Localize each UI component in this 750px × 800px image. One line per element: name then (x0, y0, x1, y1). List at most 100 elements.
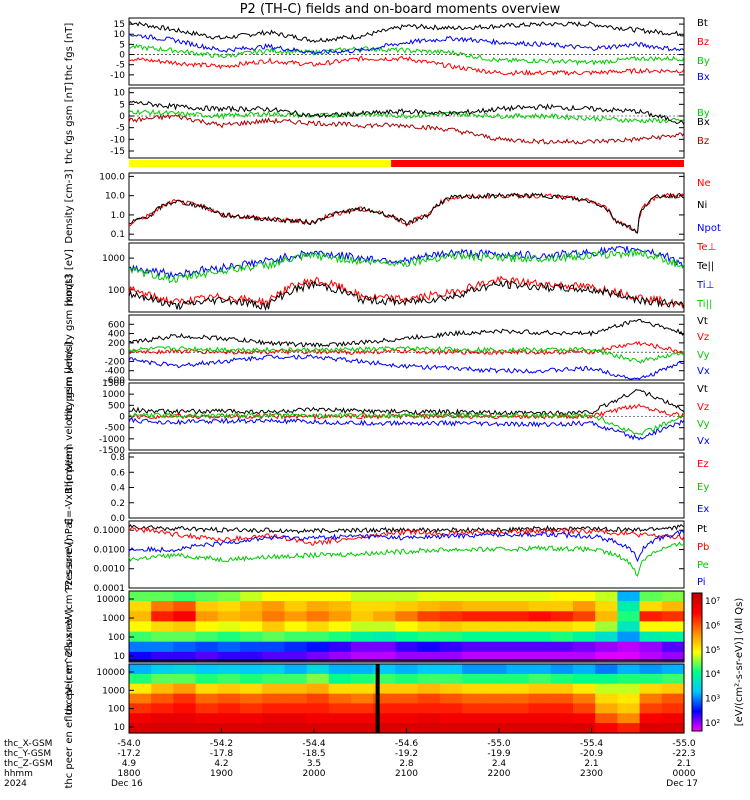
heatmap-cell (506, 683, 530, 695)
heatmap-cell (217, 621, 241, 633)
heatmap-cell (395, 703, 419, 714)
heatmap-cell (506, 673, 530, 685)
heatmap-cell (173, 591, 197, 602)
heatmap-cell (328, 611, 352, 622)
heatmap-cell (306, 683, 330, 695)
heatmap-cell (240, 601, 263, 612)
heatmap-cell (617, 631, 641, 643)
series-Bx-line (128, 33, 685, 55)
colorbar: 10⁷ 10⁶ 10⁵ 10⁴ 10³ 10² [eV/(cm²-s-sr-eV)] (Al… (691, 592, 745, 732)
heatmap-cell (439, 651, 463, 663)
heatmap-cell (262, 601, 285, 612)
heatmap-cell (240, 693, 263, 705)
heatmap-cell (661, 611, 685, 622)
heatmap-cell (373, 611, 396, 622)
heatmap-cell (528, 703, 552, 714)
heatmap-cell (661, 673, 685, 685)
heatmap-cell (595, 723, 618, 734)
axis-row-value: 3.5 (307, 759, 321, 769)
heatmap-cell (328, 641, 352, 653)
panel-2-ylabel: thc fgs gsm [nT] (64, 82, 75, 164)
heatmap-cell (284, 591, 308, 602)
heatmap-cell (417, 651, 441, 663)
series-Bz-line (128, 113, 685, 145)
ytick-label: 1000 (102, 686, 125, 696)
heatmap-cell (217, 591, 241, 602)
axis-row-label: hhmm (4, 769, 33, 779)
heatmap-cell (439, 621, 463, 633)
heatmap-cell (395, 683, 419, 695)
ytick-label: 0.0001 (94, 584, 126, 594)
heatmap-cell (373, 621, 396, 633)
heatmap-cell (417, 621, 441, 633)
heatmap-cell (661, 641, 685, 653)
heatmap-cell (328, 621, 352, 633)
heatmap-cell (173, 693, 197, 705)
heatmap-cell (617, 713, 641, 724)
axis-row-value: Dec 16 (111, 779, 143, 789)
legend-Pb: Pb (697, 542, 709, 553)
heatmap-cell (262, 673, 285, 685)
heatmap-cell (528, 673, 552, 685)
heatmap-cell (573, 621, 596, 633)
heatmap-cell (639, 673, 663, 685)
heatmap-cell (328, 723, 352, 734)
heatmap-cell (550, 591, 574, 602)
heatmap-cell (595, 693, 618, 705)
ytick-label: 0.8 (111, 453, 126, 463)
heatmap-cell (506, 713, 530, 724)
heatmap-cell (484, 683, 507, 695)
heatmap-cell (328, 651, 352, 663)
ytick-label: 10 (114, 652, 126, 662)
legend-By: By (697, 56, 710, 67)
heatmap-cell (240, 723, 263, 734)
heatmap-cell (195, 621, 219, 633)
ytick-label: -1000 (99, 435, 125, 445)
axis-row-value: 2.8 (399, 759, 414, 769)
heatmap-cell (129, 693, 152, 705)
heatmap-cell (661, 703, 685, 714)
ytick-label: 1500 (102, 379, 125, 389)
heatmap-cell (484, 641, 507, 653)
heatmap-cell (195, 591, 219, 602)
heatmap-cell (595, 601, 618, 612)
heatmap-cell (506, 664, 530, 675)
heatmap-cell (284, 664, 308, 675)
heatmap-cell (328, 631, 352, 643)
heatmap-cell (439, 601, 463, 612)
panel-5: thc peim velocity gsm [km/s] 6004002000-2… (64, 275, 710, 421)
heatmap-cell (506, 693, 530, 705)
heatmap-cell (639, 591, 663, 602)
heatmap-cell (151, 673, 174, 685)
ytick-label: 0 (119, 51, 125, 61)
series-Te||-line (128, 279, 685, 312)
heatmap-cell (351, 601, 374, 612)
heatmap-cell (595, 631, 618, 643)
heatmap-cell (151, 683, 174, 695)
axis-row-value: -17.8 (210, 749, 234, 759)
series-Ti||-line (128, 248, 685, 284)
heatmap-cell (417, 723, 441, 734)
heatmap-cell (528, 651, 552, 663)
heatmap-cell (195, 723, 219, 734)
panel-frame (128, 17, 685, 86)
ytick-label: 0.1 (111, 230, 125, 240)
heatmap-cell (462, 703, 485, 714)
ytick-label: 600 (108, 320, 125, 330)
heatmap-cell (306, 713, 330, 724)
figure-title: P2 (TH-C) fields and on-board moments ov… (240, 2, 561, 17)
colorbar-tick-label: 10⁶ (705, 621, 720, 631)
heatmap-cell (417, 664, 441, 675)
heatmap-cell (484, 693, 507, 705)
heatmap-cell (217, 683, 241, 695)
axis-row-value: -55.0 (672, 739, 696, 749)
heatmap-cell (351, 683, 374, 695)
colorbar-tick-label: 10⁷ (705, 597, 720, 607)
heatmap-cell (595, 664, 618, 675)
legend-Ne: Ne (697, 178, 711, 189)
heatmap-cell (328, 673, 352, 685)
heatmap-cell (151, 723, 174, 734)
heatmap-cell (351, 673, 374, 685)
ytick-label: 10 (114, 723, 126, 733)
